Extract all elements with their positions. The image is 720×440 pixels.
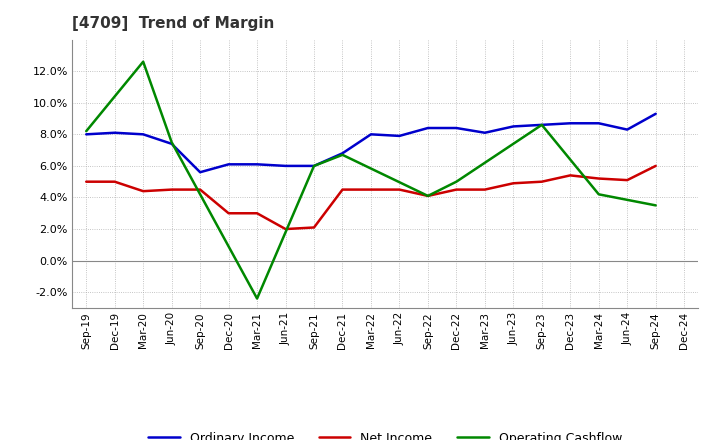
Ordinary Income [282,163,290,169]
Ordinary Income [623,127,631,132]
Ordinary Income [595,121,603,126]
Ordinary Income [167,141,176,147]
Ordinary Income [652,111,660,117]
Net Income [652,163,660,169]
Net Income [509,181,518,186]
Operating Cashflow [595,192,603,197]
Operating Cashflow [253,296,261,301]
Ordinary Income [82,132,91,137]
Line: Operating Cashflow: Operating Cashflow [86,62,656,298]
Operating Cashflow [338,152,347,158]
Ordinary Income [139,132,148,137]
Net Income [310,225,318,230]
Net Income [167,187,176,192]
Net Income [537,179,546,184]
Ordinary Income [225,161,233,167]
Line: Net Income: Net Income [86,166,656,229]
Net Income [366,187,375,192]
Ordinary Income [110,130,119,136]
Ordinary Income [253,161,261,167]
Ordinary Income [366,132,375,137]
Net Income [139,188,148,194]
Operating Cashflow [167,139,176,145]
Operating Cashflow [452,179,461,184]
Ordinary Income [509,124,518,129]
Operating Cashflow [139,59,148,64]
Net Income [110,179,119,184]
Operating Cashflow [82,128,91,134]
Net Income [253,211,261,216]
Net Income [595,176,603,181]
Operating Cashflow [652,203,660,208]
Net Income [395,187,404,192]
Net Income [225,211,233,216]
Line: Ordinary Income: Ordinary Income [86,114,656,172]
Net Income [338,187,347,192]
Net Income [423,193,432,198]
Operating Cashflow [423,193,432,198]
Operating Cashflow [310,163,318,169]
Operating Cashflow [537,122,546,128]
Ordinary Income [196,169,204,175]
Net Income [196,187,204,192]
Ordinary Income [395,133,404,139]
Legend: Ordinary Income, Net Income, Operating Cashflow: Ordinary Income, Net Income, Operating C… [143,427,627,440]
Ordinary Income [423,125,432,131]
Net Income [282,227,290,232]
Ordinary Income [338,150,347,156]
Net Income [452,187,461,192]
Net Income [623,177,631,183]
Text: [4709]  Trend of Margin: [4709] Trend of Margin [72,16,274,32]
Net Income [480,187,489,192]
Ordinary Income [310,163,318,169]
Ordinary Income [452,125,461,131]
Ordinary Income [480,130,489,136]
Net Income [82,179,91,184]
Net Income [566,173,575,178]
Ordinary Income [566,121,575,126]
Ordinary Income [537,122,546,128]
